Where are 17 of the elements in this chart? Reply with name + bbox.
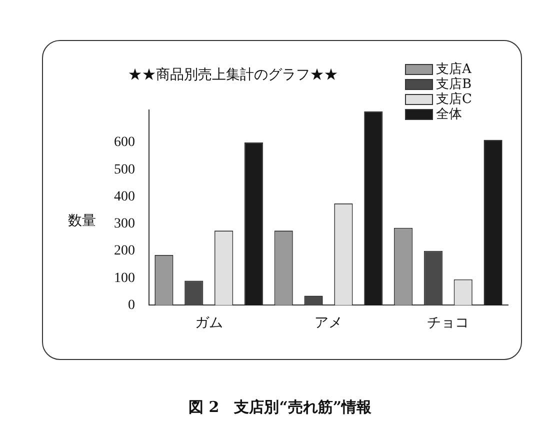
y-tick-label: 200	[114, 244, 135, 259]
y-tick-label: 300	[114, 216, 135, 232]
legend-label: 支店C	[436, 92, 472, 107]
caption: 図 2 支店別“売れ筋”情報	[188, 398, 372, 417]
y-tick-label: 600	[114, 135, 135, 150]
chart-title: ★★商品別売上集計のグラフ★★	[128, 66, 338, 84]
x-tick-label: ガム	[194, 315, 223, 332]
y-axis-title: 数量	[68, 212, 96, 230]
y-tick-label: 100	[114, 270, 135, 286]
y-tick-label: 400	[114, 189, 135, 204]
x-tick-label: アメ	[314, 315, 342, 332]
y-tick-label: 0	[128, 298, 135, 313]
legend-label: 全体	[436, 107, 462, 122]
x-tick-label: チョコ	[427, 315, 470, 332]
y-tick-label: 500	[114, 162, 135, 178]
legend-label: 支店A	[436, 62, 472, 77]
legend-label: 支店B	[436, 77, 472, 92]
